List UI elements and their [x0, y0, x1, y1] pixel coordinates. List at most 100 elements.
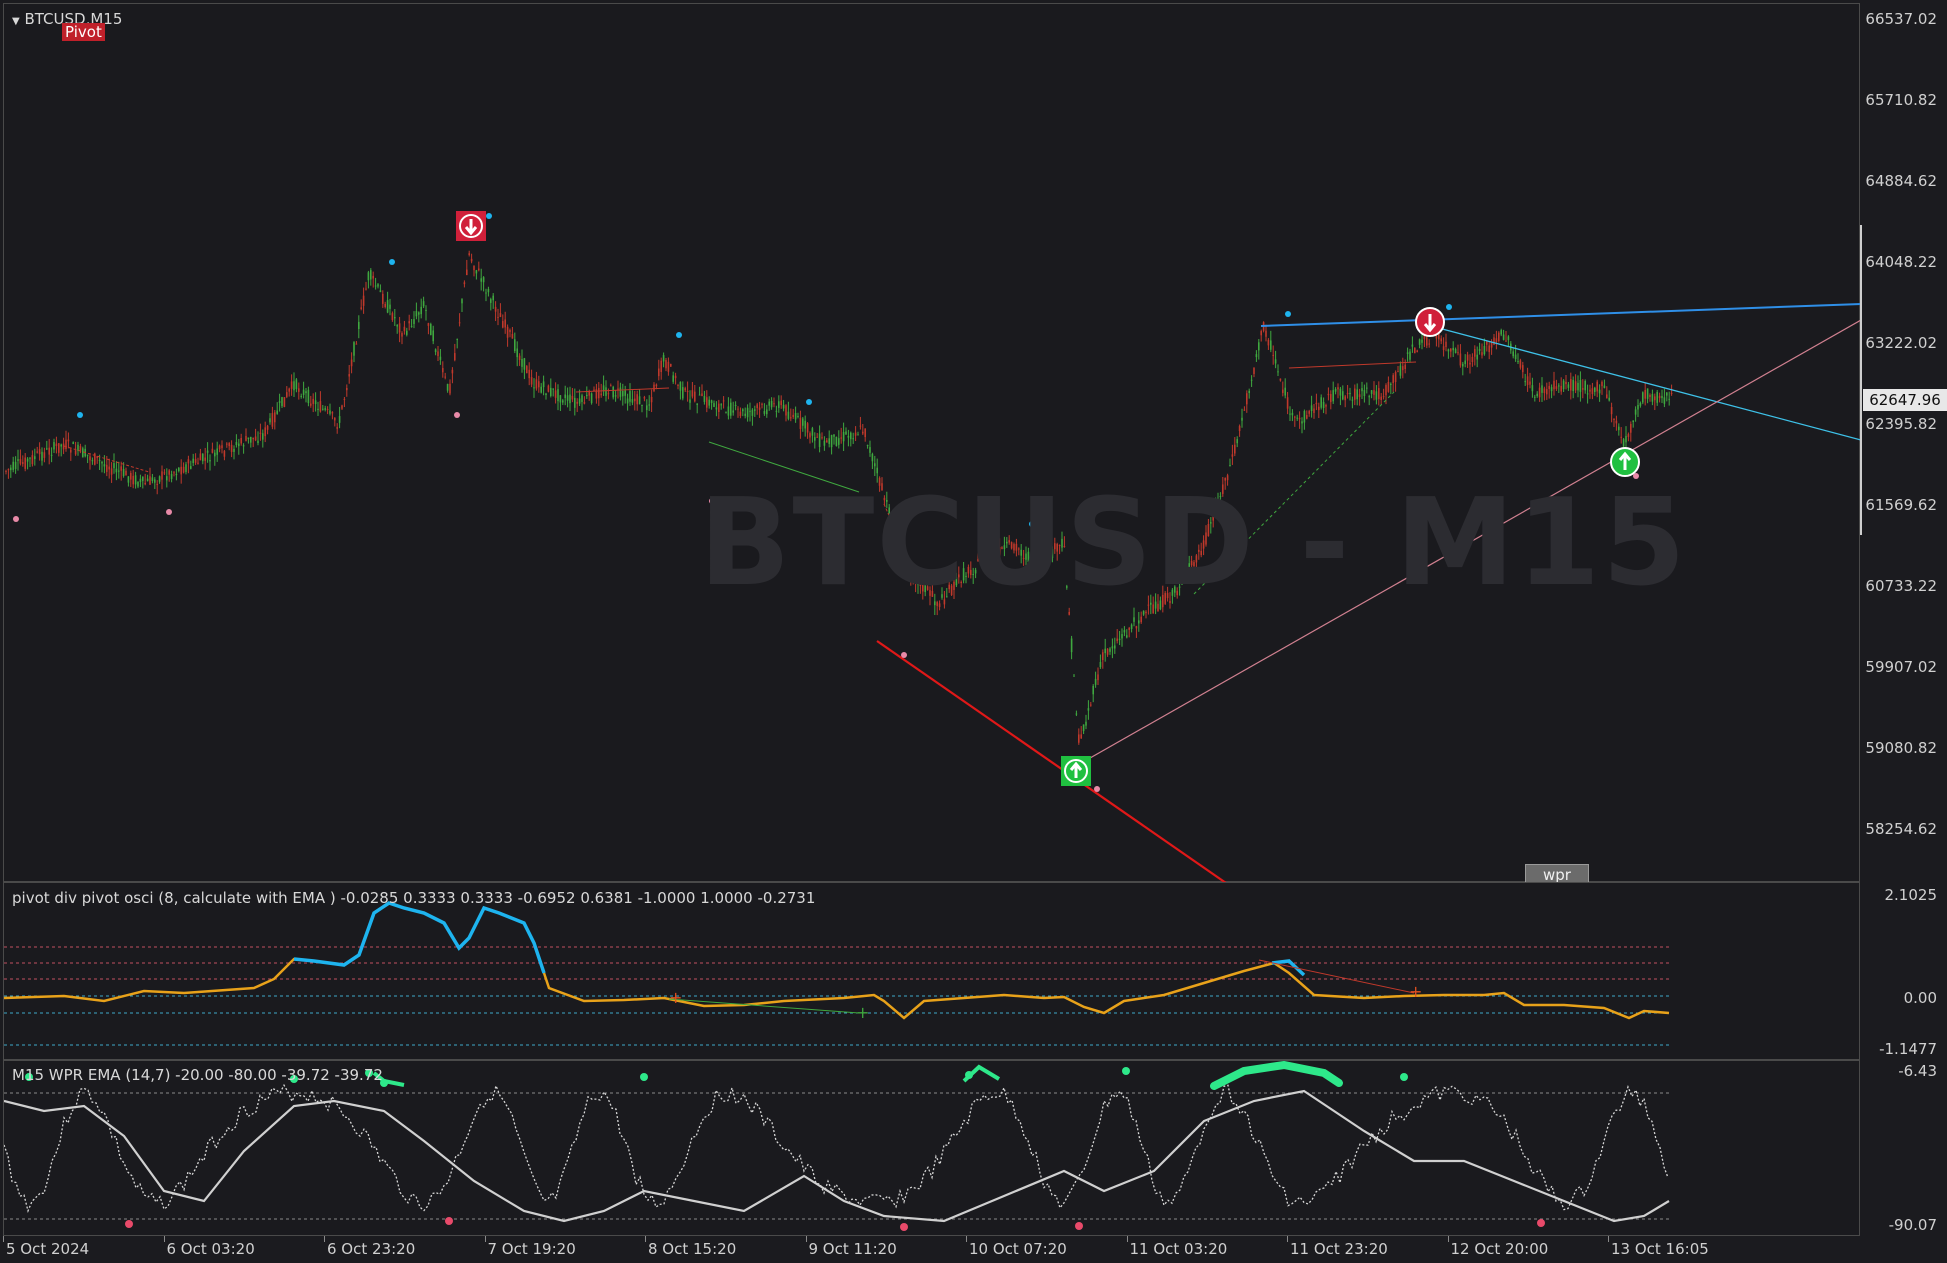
- candle-body: [422, 301, 425, 307]
- wpr-pane[interactable]: M15 WPR EMA (14,7) -20.00 -80.00 -39.72 …: [3, 1060, 1860, 1236]
- candle-body: [1651, 394, 1654, 402]
- candle-body: [120, 466, 122, 471]
- price-axis-label: 60733.22: [1865, 577, 1937, 595]
- candle-body: [1524, 381, 1526, 383]
- candle-body: [878, 477, 881, 486]
- candle-body: [367, 272, 370, 281]
- wpr-overbought-mark: [290, 1075, 298, 1083]
- pivot-oscillator-pane[interactable]: + + + pivot div pivot osci (8, calculate…: [3, 882, 1860, 1060]
- time-axis-tick: [966, 1236, 967, 1242]
- div-line-4: [1288, 361, 1417, 369]
- candle-body: [1320, 397, 1322, 408]
- candle-body: [634, 398, 636, 402]
- sell-arrow-icon[interactable]: [456, 211, 486, 241]
- candle-body: [106, 464, 108, 472]
- candle-body: [226, 443, 228, 445]
- candle-body: [1661, 395, 1663, 399]
- candle-body: [134, 475, 137, 485]
- candle-body: [1294, 416, 1296, 418]
- candle-body: [1531, 385, 1534, 392]
- buy-arrow-icon[interactable]: [1610, 447, 1640, 477]
- candle-body: [418, 312, 420, 315]
- candle-body: [763, 410, 766, 414]
- price-chart-pane[interactable]: BTCUSD - M15 ▼ BTCUSD,M15 Pivot wpr: [3, 3, 1861, 884]
- candle-body: [1018, 548, 1020, 550]
- candle-body: [593, 389, 595, 391]
- candle-body: [787, 411, 790, 419]
- candle-body: [1428, 343, 1430, 345]
- pivot-indicator-badge[interactable]: Pivot: [62, 23, 105, 41]
- candle-body: [1541, 385, 1543, 393]
- candle-body: [1008, 540, 1010, 543]
- candle-body: [274, 412, 276, 423]
- candle-body: [518, 355, 521, 361]
- candle-body: [710, 400, 713, 404]
- candle-body: [586, 394, 588, 397]
- candle-body: [396, 325, 398, 327]
- candle-body: [1073, 675, 1075, 677]
- candle-body: [1608, 397, 1610, 401]
- candle-body: [374, 285, 377, 287]
- candle-body: [485, 292, 487, 294]
- support-trendline-red[interactable]: [876, 640, 1227, 883]
- candle-body: [694, 391, 696, 402]
- candle-body: [1366, 387, 1368, 389]
- candle-body: [1644, 389, 1646, 399]
- candle-body: [902, 563, 905, 565]
- candle-body: [672, 375, 674, 382]
- time-axis-label: 13 Oct 16:05: [1611, 1240, 1709, 1258]
- candle-body: [1505, 340, 1507, 342]
- candle-body: [1486, 341, 1488, 345]
- candle-body: [943, 599, 946, 605]
- candle-body: [1138, 620, 1140, 624]
- candle-body: [1070, 638, 1073, 653]
- candle-body: [619, 387, 622, 397]
- candle-body: [718, 403, 720, 413]
- candle-body: [1001, 547, 1003, 549]
- candle-body: [139, 478, 142, 482]
- time-axis-tick: [1287, 1236, 1288, 1242]
- candle-body: [1066, 586, 1068, 588]
- candle-body: [1135, 626, 1138, 629]
- price-axis-label: 62395.82: [1865, 415, 1937, 433]
- candle-body: [1522, 365, 1524, 373]
- time-axis-label: 11 Oct 03:20: [1129, 1240, 1228, 1258]
- div-line-3: [708, 441, 860, 493]
- wpr-overbought-mark: [365, 1069, 373, 1077]
- candle-body: [1536, 393, 1538, 397]
- candle-body: [1198, 549, 1200, 552]
- candle-body: [617, 388, 619, 390]
- resistance-trendline[interactable]: [1260, 303, 1861, 327]
- candle-body: [595, 389, 598, 399]
- candle-body: [732, 410, 734, 413]
- candle-body: [1015, 543, 1018, 551]
- candle-body: [96, 456, 98, 458]
- pivot-dot: [1094, 786, 1100, 792]
- sell-arrow-icon[interactable]: [1415, 307, 1445, 337]
- collapse-triangle-icon[interactable]: ▼: [12, 16, 20, 27]
- candle-body: [127, 476, 130, 483]
- candle-body: [725, 412, 727, 414]
- buy-arrow-icon[interactable]: [1061, 756, 1091, 786]
- candle-body: [163, 472, 166, 474]
- price-axis[interactable]: [1860, 3, 1947, 882]
- candle-body: [1546, 389, 1548, 395]
- candle-body: [398, 323, 401, 333]
- descending-trendline[interactable]: [1430, 325, 1861, 441]
- candle-body: [242, 445, 245, 447]
- candle-body: [876, 467, 878, 474]
- candle-body: [454, 353, 456, 361]
- candle-body: [516, 348, 518, 358]
- candle-body: [677, 384, 679, 386]
- candle-body: [1217, 500, 1219, 509]
- wpr-button[interactable]: wpr: [1525, 864, 1589, 884]
- candle-body: [1291, 412, 1294, 416]
- candle-body: [682, 387, 684, 399]
- candle-body: [1289, 413, 1291, 415]
- ascending-trendline[interactable]: [1075, 319, 1861, 767]
- candle-body: [941, 594, 943, 598]
- price-axis-scrollbar[interactable]: [1860, 225, 1862, 535]
- candle-body: [1589, 389, 1591, 392]
- candle-body: [197, 462, 199, 464]
- candle-body: [1615, 420, 1618, 424]
